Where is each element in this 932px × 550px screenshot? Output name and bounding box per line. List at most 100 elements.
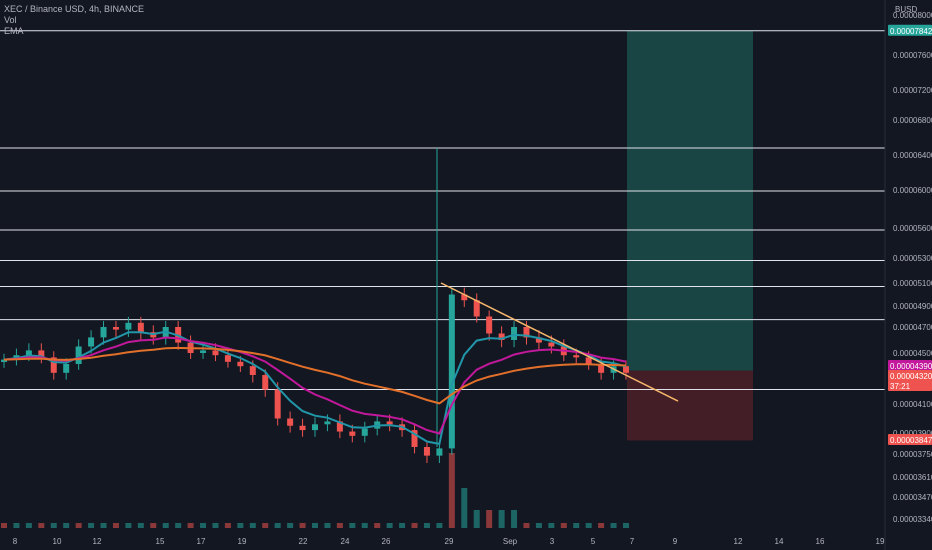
volume-bar	[324, 523, 331, 528]
time-tick-label: 12	[734, 537, 743, 546]
time-tick-label: 24	[341, 537, 350, 546]
price-tag-last	[888, 370, 932, 381]
price-tick-label: 0.00004100	[893, 400, 932, 409]
price-tick-label: 0.00003750	[893, 450, 932, 459]
candle-body	[386, 421, 393, 425]
candle-body	[498, 333, 505, 340]
candle-body	[137, 322, 144, 333]
price-tick-label: 0.00005300	[893, 254, 932, 263]
volume-bar	[224, 523, 231, 528]
candle-body	[511, 327, 518, 340]
volume-bar	[448, 453, 455, 528]
price-tag-stop	[888, 434, 932, 445]
candle-body	[200, 350, 207, 353]
volume-bar	[473, 510, 480, 528]
candle-body	[436, 448, 443, 456]
volume-bar	[212, 523, 219, 528]
candle-body	[448, 294, 455, 449]
ema-fast-line	[3, 330, 627, 446]
descending-trendline	[440, 282, 679, 402]
volume-bar	[125, 523, 132, 528]
volume-bar	[312, 523, 318, 528]
horizontal-levels	[0, 30, 885, 390]
candle-body	[361, 428, 368, 436]
trendline[interactable]	[440, 282, 679, 402]
volume-bar	[100, 523, 107, 528]
volume-bar	[336, 523, 343, 528]
volume-bar	[399, 523, 406, 528]
time-tick-label: 14	[775, 537, 784, 546]
volume-bar	[511, 510, 518, 528]
candle-body	[423, 447, 430, 456]
volume-bar	[498, 510, 505, 528]
candle-body	[1, 359, 7, 363]
price-tag-countdown-label: 37:21	[890, 382, 911, 391]
candle-body	[75, 346, 82, 364]
volume-bar	[349, 523, 356, 528]
volume-bar	[63, 523, 70, 528]
volume-bar	[1, 523, 7, 528]
time-tick-label: 12	[93, 537, 102, 546]
vol-indicator-label[interactable]: Vol	[4, 15, 17, 25]
candle-body	[100, 327, 107, 338]
candle-body	[262, 375, 269, 390]
price-tick-label: 0.00003470	[893, 493, 932, 502]
volume-bar	[112, 523, 119, 528]
volume-bars	[1, 453, 629, 528]
price-tick-label: 0.00004500	[893, 349, 932, 358]
target-zone	[627, 30, 753, 371]
time-axis[interactable]: 8 10 12 15 17 19 22 24 26 29 Sep 3 5 7 9 12 14 16 19	[13, 537, 885, 546]
volume-bar	[374, 523, 381, 528]
candle-body	[623, 366, 629, 373]
volume-bar	[585, 523, 592, 528]
ema-slow-line	[3, 346, 627, 405]
candle-body	[50, 357, 57, 373]
candle-body	[585, 357, 592, 364]
volume-bar	[162, 523, 169, 528]
volume-bar	[423, 523, 430, 528]
volume-bar	[50, 523, 57, 528]
candle-body	[125, 322, 132, 330]
time-tick-label: 26	[382, 537, 391, 546]
candle-body	[274, 389, 281, 419]
ema-mid-line	[3, 336, 627, 435]
candle-body	[224, 355, 231, 362]
candle-body	[237, 361, 244, 367]
price-tag-target-label: 0.00007842	[890, 27, 932, 36]
symbol-title[interactable]: XEC / Binance USD, 4h, BINANCE	[4, 4, 145, 14]
candle-body	[324, 421, 331, 425]
candle-body	[598, 364, 605, 373]
price-tick-label: 0.00008000	[893, 11, 932, 20]
volume-bar	[137, 523, 144, 528]
candle-body	[299, 425, 306, 431]
candle-body	[486, 316, 493, 334]
candle-body	[461, 294, 468, 301]
candle-body	[336, 421, 343, 432]
price-tick-label: 0.00003340	[893, 515, 932, 524]
candle-body	[287, 418, 294, 426]
time-tick-label: 9	[673, 537, 678, 546]
volume-bar	[150, 523, 157, 528]
price-tick-label: 0.00006800	[893, 116, 932, 125]
volume-bar	[598, 523, 605, 528]
time-tick-label: 17	[197, 537, 206, 546]
volume-bar	[560, 523, 567, 528]
time-tick-label: 7	[630, 537, 635, 546]
candle-body	[349, 431, 356, 436]
volume-bar	[237, 523, 244, 528]
candle-body	[535, 337, 542, 343]
position-zones	[627, 30, 753, 441]
volume-bar	[411, 523, 418, 528]
volume-bar	[38, 523, 45, 528]
volume-bar	[88, 523, 95, 528]
time-tick-label: 16	[816, 537, 825, 546]
candle-body	[573, 355, 580, 358]
candle-body	[523, 327, 530, 338]
ema-indicator-label[interactable]: EMA	[4, 26, 24, 36]
volume-bar	[386, 523, 393, 528]
volume-bar	[610, 523, 617, 528]
volume-bar	[200, 523, 207, 528]
time-tick-label: 29	[445, 537, 454, 546]
